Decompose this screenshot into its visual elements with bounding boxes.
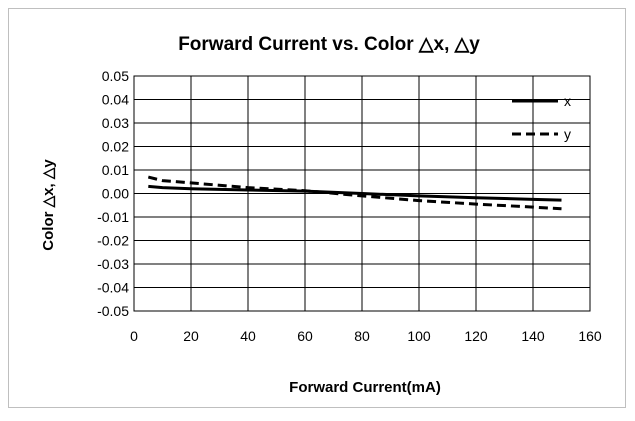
- y-axis-ticks: 0.05 0.04 0.03 0.02 0.01 0.00 -0.01 -0.02 -0.03 -…: [97, 68, 129, 319]
- series-layer: [147, 175, 562, 211]
- x-tick-label: 40: [240, 328, 256, 344]
- x-tick-label: 140: [521, 328, 545, 344]
- x-tick-label: 100: [407, 328, 431, 344]
- plot-area: [133, 75, 591, 312]
- y-tick-label: -0.05: [97, 303, 129, 319]
- x-axis-ticks: 0 20 40 60 80 100 120 140 160: [130, 328, 602, 344]
- y-tick-label: 0.01: [102, 162, 129, 178]
- series-line-y: [147, 175, 562, 211]
- y-tick-label: -0.02: [97, 233, 129, 249]
- chart-title: Forward Current vs. Color △x, △y: [178, 34, 480, 55]
- x-tick-label: 60: [297, 328, 313, 344]
- x-tick-label: 160: [578, 328, 602, 344]
- y-tick-label: -0.01: [97, 209, 129, 225]
- legend-label-x: x: [564, 93, 571, 109]
- legend-label-y: y: [564, 126, 571, 142]
- x-tick-label: 80: [354, 328, 370, 344]
- y-tick-label: 0.05: [102, 68, 129, 84]
- y-tick-label: -0.04: [97, 280, 129, 296]
- y-tick-label: -0.03: [97, 256, 129, 272]
- x-tick-label: 20: [183, 328, 199, 344]
- x-tick-label: 120: [464, 328, 488, 344]
- legend: xy: [512, 93, 571, 142]
- chart: Forward Current vs. Color △x, △y 0.050.0…: [40, 34, 602, 396]
- x-axis-title: Forward Current(mA): [289, 379, 441, 396]
- y-tick-label: 0.00: [102, 186, 129, 202]
- y-tick-label: 0.02: [102, 139, 129, 155]
- chart-frame: Forward Current vs. Color △x, △y 0.05 0.0…: [8, 8, 626, 408]
- y-axis-title: Color △x, △y: [40, 159, 57, 251]
- x-tick-label: 0: [130, 328, 138, 344]
- y-tick-label: 0.04: [102, 92, 129, 108]
- y-tick-label: 0.03: [102, 115, 129, 131]
